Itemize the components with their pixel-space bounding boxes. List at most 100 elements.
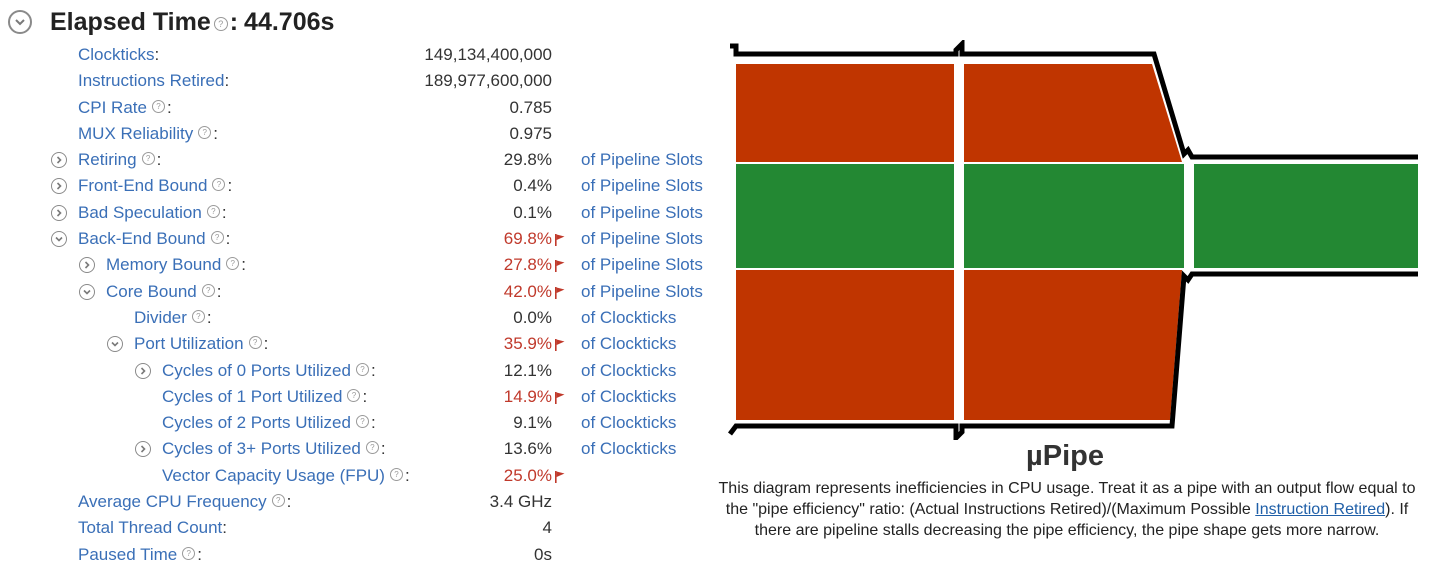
help-icon[interactable]: ? bbox=[355, 415, 369, 429]
metric-label: Cycles of 2 Ports Utilized?: bbox=[162, 413, 376, 433]
help-icon[interactable]: ? bbox=[141, 152, 155, 166]
metric-row: CPI Rate?: 0.785 bbox=[0, 95, 720, 121]
instruction-retired-link[interactable]: Instruction Retired bbox=[1255, 501, 1386, 518]
metric-unit-link[interactable]: of Clockticks bbox=[581, 439, 677, 459]
chevron-right-icon[interactable] bbox=[51, 152, 67, 169]
metric-name-link[interactable]: CPI Rate bbox=[78, 97, 147, 117]
metric-value: 29.8% bbox=[503, 150, 552, 170]
upipe-diagram bbox=[728, 40, 1418, 440]
pipe-top-outline bbox=[730, 40, 1418, 160]
help-icon[interactable]: ? bbox=[201, 283, 215, 297]
metric-label: Core Bound?: bbox=[106, 281, 222, 301]
metric-unit-link[interactable]: of Pipeline Slots bbox=[581, 281, 703, 301]
help-icon[interactable]: ? bbox=[226, 257, 240, 271]
metric-unit-link[interactable]: of Clockticks bbox=[581, 413, 677, 433]
metric-name-link[interactable]: MUX Reliability bbox=[78, 123, 194, 143]
flag-icon bbox=[554, 285, 566, 299]
metric-name-link[interactable]: Back-End Bound bbox=[78, 229, 206, 249]
metric-unit-link[interactable]: of Pipeline Slots bbox=[581, 229, 703, 249]
metric-name-link[interactable]: Cycles of 0 Ports Utilized bbox=[162, 360, 351, 380]
metric-label: Cycles of 3+ Ports Utilized?: bbox=[162, 439, 386, 459]
metric-name-link[interactable]: Core Bound bbox=[106, 281, 197, 301]
chevron-right-icon[interactable] bbox=[51, 204, 67, 221]
help-icon[interactable]: ? bbox=[347, 388, 361, 402]
pipe-middle-bottom-segment bbox=[964, 270, 1182, 420]
help-icon[interactable]: ? bbox=[389, 467, 403, 481]
metric-name-link[interactable]: Cycles of 1 Port Utilized bbox=[162, 386, 343, 406]
metric-row: Paused Time?: 0s bbox=[0, 542, 720, 568]
metric-value: 0.785 bbox=[509, 97, 552, 117]
chevron-down-icon[interactable] bbox=[51, 231, 67, 248]
metric-label: Port Utilization?: bbox=[134, 334, 269, 354]
metric-row: Cycles of 2 Ports Utilized?: 9.1% of Clock… bbox=[0, 410, 720, 436]
pipe-left-middle-segment bbox=[736, 164, 954, 268]
metric-label: Front-End Bound?: bbox=[78, 176, 233, 196]
metric-name-link[interactable]: Total Thread Count bbox=[78, 518, 223, 538]
metric-unit-link[interactable]: of Pipeline Slots bbox=[581, 176, 703, 196]
chevron-down-icon[interactable] bbox=[79, 283, 95, 300]
chevron-right-icon[interactable] bbox=[135, 362, 151, 379]
help-icon[interactable]: ? bbox=[198, 125, 212, 139]
help-icon[interactable]: ? bbox=[212, 178, 226, 192]
metric-unit-link[interactable]: of Pipeline Slots bbox=[581, 255, 703, 275]
metric-name-link[interactable]: Divider bbox=[134, 307, 187, 327]
metric-name-link[interactable]: Vector Capacity Usage (FPU) bbox=[162, 465, 385, 485]
metric-unit-link[interactable]: of Pipeline Slots bbox=[581, 150, 703, 170]
metric-name-link[interactable]: Retiring bbox=[78, 150, 137, 170]
chevron-down-icon[interactable] bbox=[107, 336, 123, 353]
metric-value: 9.1% bbox=[513, 413, 552, 433]
metric-label: Divider?: bbox=[134, 307, 212, 327]
metric-value: 13.6% bbox=[503, 439, 552, 459]
metric-unit-link[interactable]: of Clockticks bbox=[581, 334, 677, 354]
help-icon[interactable]: ? bbox=[206, 204, 220, 218]
metric-name-link[interactable]: Clockticks bbox=[78, 45, 155, 64]
metric-value: 0s bbox=[534, 544, 552, 564]
help-icon[interactable]: ? bbox=[182, 546, 196, 560]
help-icon[interactable]: ? bbox=[365, 441, 379, 455]
metric-row: Back-End Bound?: 69.8% of Pipeline Slots bbox=[0, 226, 720, 252]
help-icon[interactable]: ? bbox=[248, 336, 262, 350]
metric-name-link[interactable]: Average CPU Frequency bbox=[78, 492, 267, 512]
flag-icon bbox=[554, 232, 566, 247]
elapsed-time-header: Elapsed Time ? : 44.706s bbox=[8, 6, 334, 38]
metric-unit-link[interactable]: of Pipeline Slots bbox=[581, 202, 703, 222]
help-icon[interactable]: ? bbox=[213, 17, 228, 31]
metric-row: MUX Reliability?: 0.975 bbox=[0, 121, 720, 147]
help-icon[interactable]: ? bbox=[151, 99, 165, 113]
help-icon[interactable]: ? bbox=[271, 494, 285, 508]
metric-row: Vector Capacity Usage (FPU)?: 25.0% bbox=[0, 463, 720, 489]
metric-row: Memory Bound?: 27.8% of Pipeline Slots bbox=[0, 252, 720, 278]
metric-label: Clockticks: bbox=[78, 45, 160, 64]
help-icon[interactable]: ? bbox=[355, 362, 369, 376]
metric-row: Cycles of 3+ Ports Utilized?: 13.6% of Clo… bbox=[0, 436, 720, 462]
metric-label: Instructions Retired: bbox=[78, 71, 230, 91]
chevron-right-icon[interactable] bbox=[135, 441, 151, 458]
metric-unit-link[interactable]: of Clockticks bbox=[581, 307, 677, 327]
help-icon[interactable]: ? bbox=[210, 231, 224, 245]
elapsed-time-value: 44.706s bbox=[244, 7, 335, 36]
pipe-left-top-segment bbox=[736, 64, 954, 162]
metric-name-link[interactable]: Port Utilization bbox=[134, 334, 244, 354]
chevron-right-icon[interactable] bbox=[79, 257, 95, 274]
metric-label: Memory Bound?: bbox=[106, 255, 247, 275]
metric-value: 189,977,600,000 bbox=[424, 71, 552, 91]
metric-name-link[interactable]: Bad Speculation bbox=[78, 202, 202, 222]
metric-name-link[interactable]: Cycles of 2 Ports Utilized bbox=[162, 413, 351, 433]
metric-label: Average CPU Frequency?: bbox=[78, 492, 292, 512]
metric-name-link[interactable]: Paused Time bbox=[78, 544, 178, 564]
chevron-right-icon[interactable] bbox=[51, 178, 67, 195]
metric-row: Front-End Bound?: 0.4% of Pipeline Slots bbox=[0, 173, 720, 199]
metric-unit-link[interactable]: of Clockticks bbox=[581, 386, 677, 406]
elapsed-time-title: Elapsed Time bbox=[50, 7, 211, 36]
metric-value: 0.975 bbox=[509, 123, 552, 143]
metric-name-link[interactable]: Memory Bound bbox=[106, 255, 222, 275]
metric-unit-link[interactable]: of Clockticks bbox=[581, 360, 677, 380]
collapse-toggle-icon[interactable] bbox=[8, 10, 32, 34]
metric-label: CPI Rate?: bbox=[78, 97, 172, 117]
metric-value: 42.0% bbox=[503, 281, 552, 301]
metric-name-link[interactable]: Instructions Retired bbox=[78, 71, 225, 91]
metric-name-link[interactable]: Front-End Bound bbox=[78, 176, 208, 196]
help-icon[interactable]: ? bbox=[191, 309, 205, 323]
pipe-middle-top-segment bbox=[964, 64, 1182, 162]
metric-name-link[interactable]: Cycles of 3+ Ports Utilized bbox=[162, 439, 361, 459]
